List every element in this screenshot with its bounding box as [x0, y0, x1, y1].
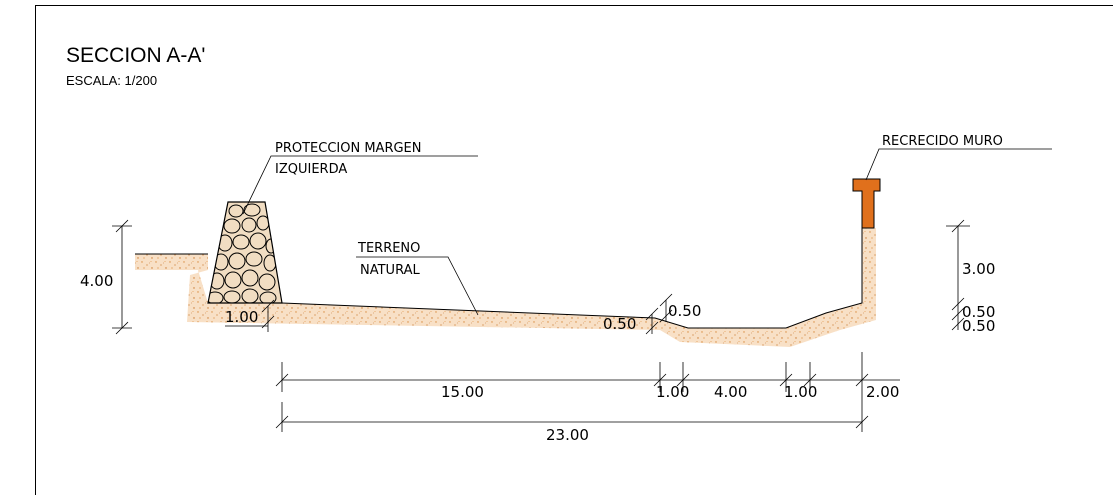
wall-raise-block — [852, 178, 881, 229]
dim-left-depth: 1.00 — [225, 299, 275, 332]
svg-text:0.50: 0.50 — [962, 303, 995, 321]
svg-text:4.00: 4.00 — [714, 383, 747, 401]
label-terrain-line2: NATURAL — [360, 263, 420, 278]
svg-text:0.50: 0.50 — [962, 317, 995, 335]
svg-text:4.00: 4.00 — [80, 272, 113, 290]
svg-text:23.00: 23.00 — [546, 426, 589, 444]
leader-protection — [242, 155, 478, 215]
dim-bottom-chain: 15.00 1.00 4.00 1.00 2.00 — [275, 352, 900, 432]
dim-step-left: 0.50 — [603, 307, 659, 335]
soil-section — [135, 228, 876, 347]
label-wall-raise: RECRECIDO MURO — [882, 134, 1003, 149]
dim-step-top: 0.50 — [659, 293, 701, 323]
leader-terrain — [356, 256, 479, 316]
dim-right-height: 3.00 0.50 0.50 — [946, 219, 995, 335]
label-protection-line1: PROTECCION MARGEN — [275, 141, 422, 156]
svg-text:1.00: 1.00 — [225, 308, 258, 326]
channel-line — [208, 228, 863, 329]
drawing-frame — [35, 5, 1113, 495]
svg-text:1.00: 1.00 — [656, 383, 689, 401]
drawing-title: SECCION A-A' — [66, 44, 205, 67]
svg-text:15.00: 15.00 — [441, 383, 484, 401]
svg-text:2.00: 2.00 — [866, 383, 899, 401]
label-terrain-line1: TERRENO — [357, 241, 420, 256]
dim-left-height: 4.00 — [80, 219, 132, 335]
svg-text:0.50: 0.50 — [668, 302, 701, 320]
rock-protection — [207, 201, 283, 304]
dim-total: 23.00 — [275, 402, 869, 444]
leader-wall-raise — [865, 148, 1052, 181]
label-protection-line2: IZQUIERDA — [275, 162, 347, 177]
svg-text:0.50: 0.50 — [603, 315, 636, 333]
svg-text:3.00: 3.00 — [962, 260, 995, 278]
svg-text:1.00: 1.00 — [784, 383, 817, 401]
drawing-scale: ESCALA: 1/200 — [66, 73, 157, 88]
